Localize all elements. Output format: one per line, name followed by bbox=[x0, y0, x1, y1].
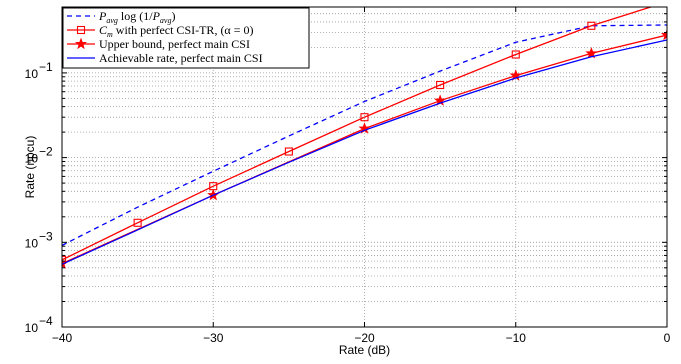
legend-label: Cm with perfect CSI-TR, (α = 0) bbox=[99, 23, 254, 39]
legend-marker-star bbox=[74, 37, 88, 50]
x-tick-label: −30 bbox=[203, 331, 224, 345]
y-tick-exponent: −2 bbox=[39, 145, 53, 159]
y-tick-exponent: −3 bbox=[39, 229, 53, 243]
legend-marker-square bbox=[76, 25, 86, 35]
data-point-star bbox=[585, 47, 598, 59]
legend-item: Upper bound, perfect main CSI bbox=[67, 37, 250, 51]
legend-label: Upper bound, perfect main CSI bbox=[99, 37, 250, 51]
x-tick-label: −20 bbox=[354, 331, 375, 345]
y-tick-exponent: −1 bbox=[39, 60, 53, 74]
legend-box bbox=[62, 7, 310, 69]
legend-label: Pavg log (1/Pavg) bbox=[98, 9, 175, 25]
series-1 bbox=[62, 24, 667, 246]
y-tick-exponent: −4 bbox=[39, 314, 53, 328]
x-tick-label: 0 bbox=[664, 331, 671, 345]
series-lines bbox=[62, 0, 671, 269]
x-axis-label: Rate (dB) bbox=[339, 343, 390, 357]
legend-item: Cm with perfect CSI-TR, (α = 0) bbox=[67, 23, 254, 39]
legend-item: Pavg log (1/Pavg) bbox=[67, 9, 175, 25]
y-tick-label: 10 bbox=[25, 67, 39, 81]
data-point-square bbox=[511, 50, 520, 59]
series-line bbox=[62, 7, 653, 261]
data-point-square bbox=[587, 21, 596, 30]
y-tick-label: 10 bbox=[25, 321, 39, 335]
y-axis-label: Rate (npcu) bbox=[23, 136, 37, 199]
series-line bbox=[62, 39, 667, 265]
legend-label: Achievable rate, perfect main CSI bbox=[99, 51, 263, 65]
data-point-square bbox=[62, 255, 67, 264]
series-2 bbox=[62, 0, 671, 264]
y-tick-label: 10 bbox=[25, 236, 39, 250]
series-4 bbox=[62, 39, 667, 265]
data-point-square bbox=[284, 147, 293, 156]
data-point-square bbox=[133, 218, 142, 227]
y-tick-label: 10 bbox=[25, 152, 39, 166]
legend: Pavg log (1/Pavg)Cm with perfect CSI-TR,… bbox=[62, 7, 310, 69]
x-tick-label: −10 bbox=[506, 331, 527, 345]
data-point-square bbox=[436, 80, 445, 90]
data-point-star bbox=[660, 28, 667, 41]
series-line bbox=[62, 24, 667, 246]
x-tick-label: −40 bbox=[52, 331, 73, 345]
grid bbox=[62, 7, 667, 327]
axis-ticks: −40 −30 −20 −10 010 −410 −310 −210 −1 bbox=[25, 6, 671, 345]
data-point-square bbox=[360, 113, 369, 122]
data-point-square bbox=[664, 0, 671, 5]
legend-item: Achievable rate, perfect main CSI bbox=[67, 51, 263, 65]
